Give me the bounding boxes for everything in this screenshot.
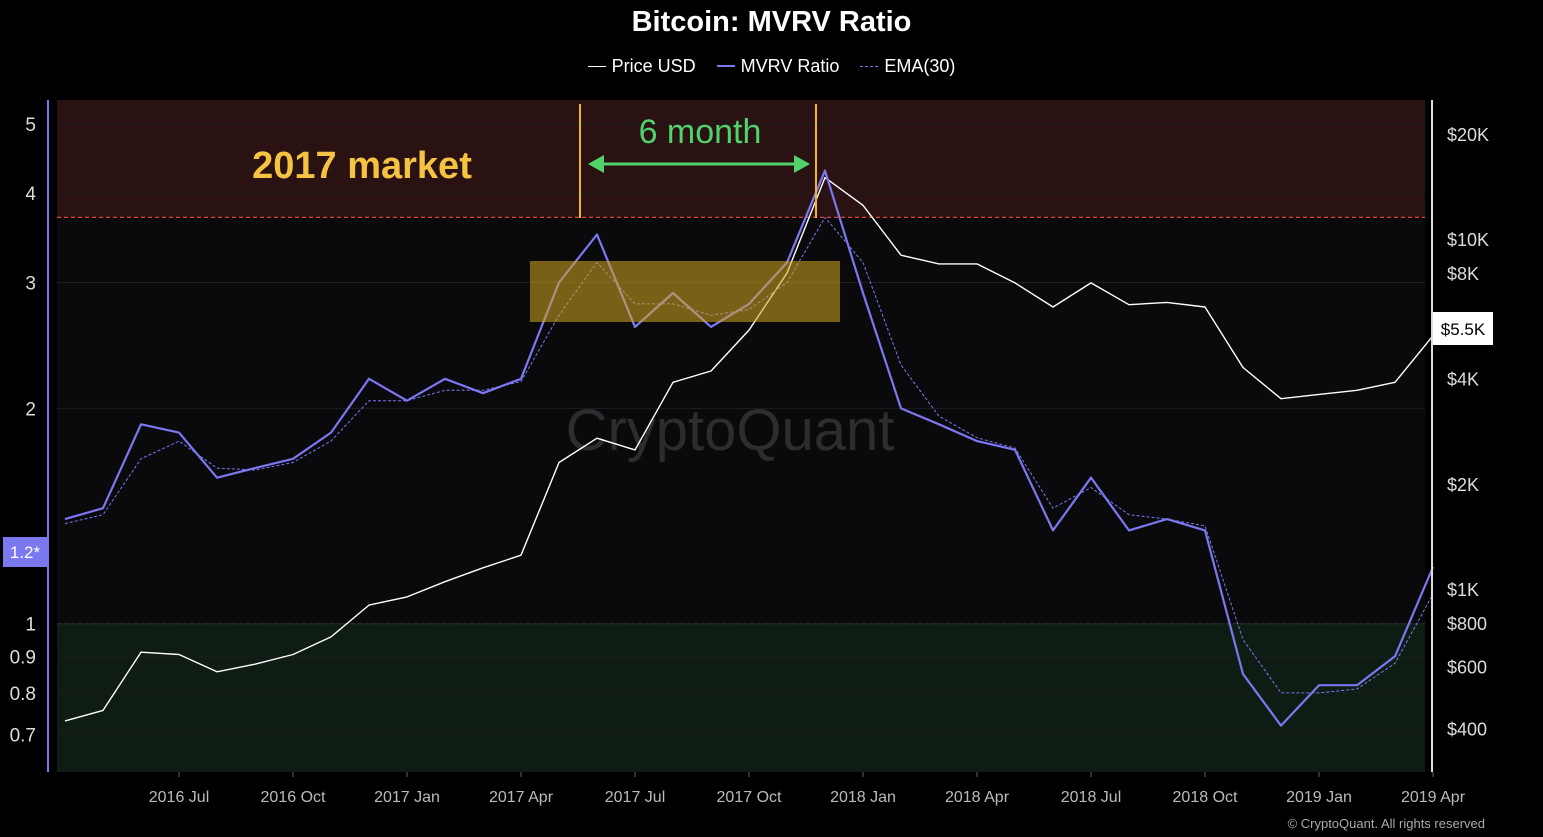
chart-legend: Price USD MVRV Ratio EMA(30) <box>0 56 1543 77</box>
current-mvrv-badge-bg <box>3 537 48 567</box>
y-right-tick-label: $400 <box>1447 719 1487 739</box>
duration-arrow-right <box>794 155 810 173</box>
current-mvrv-value: 1.2* <box>10 543 41 562</box>
band-undervalued <box>57 623 1425 772</box>
market-label: 2017 market <box>252 145 472 187</box>
current-price-value: $5.5K <box>1441 320 1486 339</box>
y-left-tick-label: 0.7 <box>10 725 36 746</box>
x-tick-label: 2016 Jul <box>149 789 210 806</box>
series-line-ema-30 <box>64 216 1434 694</box>
band-overvalued <box>57 100 1425 218</box>
y-left-tick-label: 0.9 <box>10 647 36 668</box>
legend-swatch-mvrv <box>716 65 735 68</box>
legend-label-mvrv: MVRV Ratio <box>740 56 840 76</box>
duration-arrow-left <box>588 155 604 173</box>
y-left-tick-label: 5 <box>25 115 36 136</box>
x-tick-label: 2017 Jan <box>374 789 440 806</box>
legend-swatch-price <box>587 65 606 67</box>
consolidation-box <box>530 261 840 322</box>
y-right-tick-label: $600 <box>1447 658 1487 678</box>
x-tick-label: 2016 Oct <box>261 789 326 806</box>
x-tick-label: 2019 Apr <box>1401 789 1466 806</box>
x-tick-label: 2018 Jan <box>830 789 896 806</box>
copyright: © CryptoQuant. All rights reserved <box>1287 816 1485 831</box>
x-tick-label: 2017 Oct <box>717 789 782 806</box>
y-left-tick-label: 2 <box>25 399 36 420</box>
y-left-tick-label: 0.8 <box>10 684 36 705</box>
legend-swatch-ema <box>860 65 879 67</box>
legend-item-mvrv[interactable]: MVRV Ratio <box>716 56 840 77</box>
legend-label-price: Price USD <box>611 56 696 76</box>
x-tick-label: 2019 Jan <box>1286 789 1352 806</box>
ticks-layer: 5 4 3 2 1 0.9 0.8 0.7 $20K $10K $8K $4K $2K $1K $800 $6… <box>10 115 1489 806</box>
y-right-tick-label: $4K <box>1447 369 1479 389</box>
annotation-layer: 6 month 2017 market <box>252 104 840 322</box>
current-mvrv-badge: 1.2* <box>3 537 48 567</box>
y-right-tick-label: $10K <box>1447 230 1489 250</box>
y-left-tick-label: 4 <box>25 184 36 205</box>
x-tick-label: 2017 Jul <box>605 789 666 806</box>
x-tick-label: 2018 Oct <box>1173 789 1238 806</box>
x-tick-label: 2018 Jul <box>1061 789 1122 806</box>
current-price-badge-bg <box>1433 312 1493 345</box>
x-tick-label: 2017 Apr <box>489 789 554 806</box>
x-tick-label: 2018 Apr <box>945 789 1010 806</box>
y-right-tick-label: $1K <box>1447 580 1479 600</box>
bands-layer <box>57 100 1425 772</box>
y-left-tick-label: 1 <box>25 615 36 636</box>
grid-layer <box>57 123 1425 735</box>
axes-layer <box>47 100 1433 772</box>
chart-title: Bitcoin: MVRV Ratio <box>631 6 912 38</box>
y-right-tick-label: $8K <box>1447 264 1479 284</box>
y-right-tick-label: $2K <box>1447 475 1479 495</box>
current-price-badge: $5.5K <box>1433 312 1493 345</box>
y-left-tick-label: 3 <box>25 273 36 294</box>
legend-item-price[interactable]: Price USD <box>587 56 696 77</box>
series-line-price-usd <box>64 176 1434 722</box>
y-right-tick-label: $800 <box>1447 614 1487 634</box>
watermark: CryptoQuant <box>566 398 895 463</box>
y-right-tick-label: $20K <box>1447 125 1489 145</box>
legend-item-ema[interactable]: EMA(30) <box>860 56 955 77</box>
period-label: 6 month <box>639 113 762 151</box>
legend-label-ema: EMA(30) <box>884 56 956 76</box>
